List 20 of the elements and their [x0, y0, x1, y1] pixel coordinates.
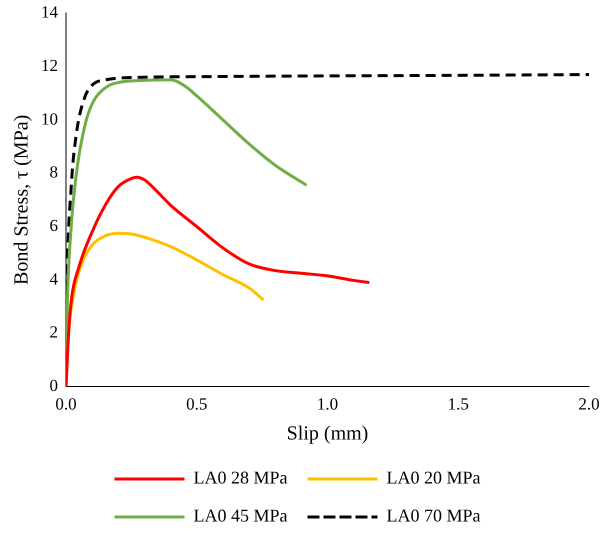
x-tick-label: 1.5: [448, 394, 469, 414]
y-tick-label: 14: [41, 2, 58, 22]
y-tick-label: 8: [50, 162, 58, 182]
legend-label: LA0 28 MPa: [194, 468, 288, 488]
y-tick-label: 12: [41, 56, 58, 76]
y-tick-label: 6: [50, 216, 58, 236]
x-axis-title: Slip (mm): [286, 422, 368, 444]
y-tick-label: 4: [50, 269, 58, 288]
line-series: [66, 176, 371, 387]
y-axis-title: Bond Stress, τ (MPa): [10, 114, 32, 286]
y-tick-label: 2: [50, 322, 58, 342]
legend-label: LA0 20 MPa: [386, 468, 481, 488]
legend-label: LA0 45 MPa: [194, 506, 288, 526]
x-tick-label: 0.0: [55, 394, 77, 414]
x-tick-label: 0.5: [186, 394, 208, 414]
x-tick-label: 2.0: [578, 394, 600, 414]
x-tick-label: 1.0: [316, 394, 338, 414]
y-tick-label: 0: [50, 376, 58, 396]
legend-label: LA0 70 MPa: [386, 506, 481, 526]
y-tick-label: 10: [41, 109, 58, 128]
